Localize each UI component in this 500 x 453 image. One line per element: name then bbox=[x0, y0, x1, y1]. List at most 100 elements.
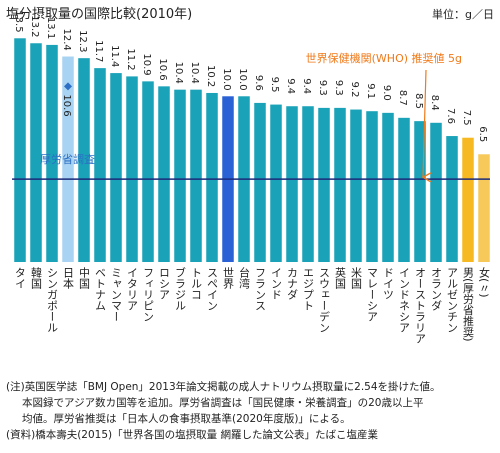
bar bbox=[318, 107, 330, 262]
value-label: 9.0 bbox=[381, 85, 392, 101]
value-label: 13.2 bbox=[29, 15, 40, 37]
bar bbox=[14, 38, 26, 263]
value-label: 10.0 bbox=[237, 68, 248, 90]
reference-label: 世界保健機関(WHO) 推奨値 5g bbox=[306, 51, 462, 65]
value-label: 12.3 bbox=[77, 30, 88, 52]
x-tick-label: インドネシア bbox=[398, 267, 411, 333]
value-label: 10.2 bbox=[205, 65, 216, 87]
x-tick-label: イタリア bbox=[126, 267, 139, 311]
value-label: 6.5 bbox=[477, 126, 488, 142]
value-label: 13.1 bbox=[45, 17, 56, 39]
value-label: 10.4 bbox=[173, 62, 184, 84]
x-tick-label: ロシア bbox=[158, 267, 171, 300]
bar bbox=[334, 107, 346, 262]
value-label: 12.4 bbox=[61, 29, 72, 51]
value-label: 11.7 bbox=[93, 40, 104, 62]
x-tick-label: 米国 bbox=[350, 267, 363, 290]
bar bbox=[414, 121, 426, 263]
x-tick-label: 日本 bbox=[62, 267, 75, 290]
reference-arrow bbox=[423, 69, 426, 177]
bar bbox=[30, 43, 42, 262]
value-label: 10.0 bbox=[221, 68, 232, 90]
x-tick-label: 英国 bbox=[334, 266, 347, 290]
marker-point bbox=[64, 82, 72, 91]
value-label: 9.1 bbox=[365, 83, 376, 99]
value-label: 13.5 bbox=[13, 10, 24, 32]
note: 本図録でアジア数カ国等を追加。厚労省調査は「国民健康・栄養調査」の20歳以上平 bbox=[22, 396, 423, 409]
x-tick-label: 中国 bbox=[78, 267, 91, 290]
x-tick-label: フィリピン bbox=[142, 267, 155, 322]
x-tick-label: フランス bbox=[254, 267, 267, 311]
bar bbox=[110, 73, 122, 262]
bar bbox=[62, 56, 74, 263]
x-tick-label: カナダ bbox=[286, 267, 299, 300]
bar bbox=[126, 76, 138, 263]
bar bbox=[78, 58, 90, 262]
bar bbox=[270, 104, 282, 262]
value-label: 8.7 bbox=[397, 90, 408, 106]
bar bbox=[174, 89, 186, 263]
bar bbox=[430, 122, 442, 262]
bar bbox=[350, 109, 362, 263]
value-label: 9.5 bbox=[269, 77, 280, 93]
x-tick-label: アルゼンチン bbox=[446, 267, 459, 333]
value-label: 8.4 bbox=[429, 95, 440, 111]
bar bbox=[366, 111, 378, 262]
bar bbox=[382, 112, 394, 262]
marker-value-label: 10.6 bbox=[61, 94, 72, 116]
bar bbox=[398, 117, 410, 262]
bar bbox=[158, 86, 170, 262]
x-tick-label: オランダ bbox=[430, 267, 443, 311]
x-tick-label: ドイツ bbox=[382, 267, 395, 300]
bar bbox=[142, 81, 154, 262]
note: 均値。厚労省推奨は「日本人の食事摂取基準(2020年度版)」による。 bbox=[22, 412, 351, 425]
value-label: 7.5 bbox=[461, 110, 472, 126]
value-label: 9.4 bbox=[301, 78, 312, 94]
x-tick-label: タイ bbox=[14, 267, 27, 289]
value-label: 10.4 bbox=[189, 62, 200, 84]
x-tick-label: エジプト bbox=[302, 267, 315, 311]
bar bbox=[94, 68, 106, 262]
x-tick-label: ブラジル bbox=[174, 266, 187, 311]
note: (注)英国医学誌「BMJ Open」2013年論文掲載の成人ナトリウム摂取量に2… bbox=[6, 380, 441, 393]
x-tick-label: 台湾 bbox=[238, 266, 251, 290]
value-label: 9.3 bbox=[333, 80, 344, 96]
bar bbox=[302, 106, 314, 262]
x-tick-label: 女(〃) bbox=[478, 266, 491, 298]
x-tick-label: 世界 bbox=[222, 267, 235, 290]
note: (資料)橋本壽夫(2015)「世界各国の塩摂取量 網羅した論文公表」たばこ塩産業 bbox=[6, 428, 378, 441]
x-tick-label: インド bbox=[270, 267, 283, 300]
bar bbox=[254, 102, 266, 263]
chart-title: 塩分摂取量の国際比較(2010年) bbox=[6, 6, 192, 22]
value-label: 11.2 bbox=[125, 48, 136, 70]
value-label: 7.6 bbox=[445, 108, 456, 124]
x-tick-label: トルコ bbox=[190, 267, 203, 300]
x-tick-label: 男(厚労省推奨) bbox=[462, 267, 475, 342]
unit-label: 単位：g／日 bbox=[432, 7, 494, 21]
value-label: 9.6 bbox=[253, 75, 264, 91]
value-label: 9.3 bbox=[317, 80, 328, 96]
value-label: 11.4 bbox=[109, 45, 120, 67]
x-tick-label: シンガポール bbox=[46, 267, 59, 333]
value-label: 9.2 bbox=[349, 82, 360, 98]
bar bbox=[46, 44, 58, 262]
x-tick-label: オーストラリア bbox=[414, 267, 427, 344]
x-tick-label: ミャンマー bbox=[110, 267, 123, 322]
x-tick-label: ベトナム bbox=[94, 267, 107, 311]
value-label: 9.4 bbox=[285, 78, 296, 94]
value-label: 10.9 bbox=[141, 53, 152, 75]
bar bbox=[462, 137, 474, 262]
bar bbox=[446, 136, 458, 262]
x-tick-label: マレーシア bbox=[366, 267, 379, 322]
bar bbox=[286, 106, 298, 262]
x-tick-label: 韓国 bbox=[30, 267, 43, 290]
bar bbox=[190, 89, 202, 263]
value-label: 8.5 bbox=[413, 93, 424, 109]
x-tick-label: スペイン bbox=[206, 267, 219, 311]
bar bbox=[478, 154, 490, 262]
value-label: 10.6 bbox=[157, 58, 168, 80]
x-tick-label: スウェーデン bbox=[318, 267, 331, 333]
bar bbox=[206, 92, 218, 262]
marker-label: 厚労省調査 bbox=[40, 152, 95, 166]
